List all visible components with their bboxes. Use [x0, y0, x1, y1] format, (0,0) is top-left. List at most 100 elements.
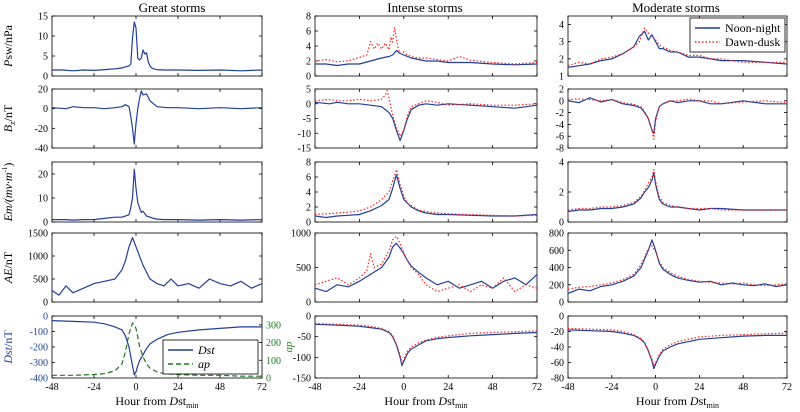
- panel-moderate-ae-ytick-label: 600: [549, 246, 564, 257]
- panel-great-bz-ytick-label: 20: [38, 85, 48, 96]
- panel-moderate-psw-ytick-label: 3: [559, 37, 564, 48]
- panel-great-dst-y2tick-label: 300: [266, 320, 281, 331]
- panel-moderate-em-ytick-label: 0: [559, 218, 564, 229]
- panel-moderate-ae-ytick-label: 400: [549, 263, 564, 274]
- panel-intense-bz-ytick-label: -15: [298, 144, 311, 155]
- x-axis-title-great: Hour from Dstmin: [115, 394, 198, 410]
- panel-moderate-ae-ytick-label: 800: [549, 229, 564, 240]
- panel-moderate-ae-frame: [567, 232, 788, 303]
- panel-intense-em-ytick-label: 4: [306, 188, 311, 199]
- panel-great-em-ytick-label: 20: [38, 170, 48, 181]
- panel-moderate-psw-ytick-label: 4: [559, 20, 564, 31]
- column-title-great: Great storms: [139, 0, 206, 15]
- panel-intense-bz-ytick-label: -5: [303, 114, 311, 125]
- panel-great-em: 0 10 20: [38, 161, 263, 229]
- panel-moderate-em-ytick-label: 2: [559, 188, 564, 199]
- panel-moderate-bz-frame: [567, 88, 788, 149]
- panel-moderate-em-series-noon-night: [567, 171, 787, 213]
- panel-intense-psw-series-noon-night: [315, 49, 538, 67]
- panel-moderate-dst: -48 -24 0 24 48 72 -80 -60 -40 -20 0: [551, 312, 792, 394]
- panel-intense-bz-ytick-label: -10: [298, 129, 311, 140]
- panel-moderate-dst-ytick-label: -60: [551, 358, 564, 369]
- panel-great-psw-ytick-label: 10: [38, 32, 48, 43]
- panel-great-dst-legend-label: ap: [198, 357, 210, 371]
- panel-moderate-psw-series-noon-night: [567, 30, 788, 68]
- panel-intense-dst-ytick-label: -50: [298, 332, 311, 343]
- panel-great-ae: 0 500 1000 1500: [28, 229, 263, 309]
- panel-moderate-ae: 0 200 400 600 800: [549, 229, 788, 309]
- panel-intense-bz-series-noon-night: [314, 101, 538, 142]
- panel-great-dst-y2tick-label: 200: [266, 338, 281, 349]
- panel-great-bz-ytick-label: -40: [35, 144, 48, 155]
- panel-intense-ae-frame: [314, 232, 538, 303]
- panel-moderate-em-ytick-label: 4: [559, 158, 564, 169]
- panel-moderate-dst-xtick-label: -24: [605, 382, 618, 393]
- panel-great-ae-ytick-label: 1000: [28, 252, 48, 263]
- panel-great-psw-frame: [51, 15, 263, 77]
- y-axis-title-dst: Dst/nT: [1, 330, 15, 365]
- x-axis-labels: Hour from Dstmin Hour from Dstmin Hour fro…: [115, 394, 719, 410]
- column-title-intense: Intense storms: [387, 0, 462, 15]
- panel-moderate-bz-ytick-label: -8: [556, 144, 564, 155]
- panel-intense-psw-series-dawn-dusk: [314, 26, 538, 65]
- panel-intense-ae-ytick-label: 1000: [291, 229, 311, 240]
- panel-intense-bz: -15 -10 -5 0 5: [298, 85, 538, 155]
- panel-moderate-bz-ytick-label: 0: [559, 96, 564, 107]
- panel-great-ae-frame: [51, 232, 263, 303]
- panel-great-bz-series-bz: [51, 90, 263, 145]
- panel-intense-dst-ytick-label: -100: [293, 353, 311, 364]
- panel-intense-ae-ytick-label: 500: [296, 263, 311, 274]
- panel-intense-dst-series-noon-night: [314, 323, 538, 367]
- panel-great-em-ytick-label: 0: [43, 218, 48, 229]
- panel-intense-dst-xtick-label: 24: [443, 382, 453, 393]
- panel-moderate-bz-ytick-label: -2: [556, 108, 564, 119]
- panel-great-psw-series-psw: [52, 21, 263, 72]
- panel-great-dst-xtick-label: -48: [45, 382, 58, 393]
- panel-moderate-em-series-dawn-dusk: [567, 168, 787, 211]
- panel-intense-dst-xtick-label: 0: [401, 382, 406, 393]
- panel-moderate-ae-ytick-label: 0: [559, 298, 564, 309]
- panel-great-ae-ytick-label: 500: [33, 275, 48, 286]
- panel-great-dst-ytick-label: -200: [30, 343, 48, 354]
- panel-intense-psw: 0 2 4 6 8: [306, 12, 538, 83]
- panel-intense-em-ytick-label: 6: [306, 173, 311, 184]
- panel-intense-psw-ytick-label: 4: [306, 42, 311, 53]
- panel-intense-psw-frame: [314, 15, 538, 77]
- panel-moderate-psw-ytick-label: 2: [559, 54, 564, 65]
- panel-moderate-ae-series-noon-night: [567, 239, 788, 294]
- panel-great-dst-xtick-label: 0: [134, 382, 139, 393]
- panel-moderate-dst-ytick-label: -80: [551, 374, 564, 385]
- column-title-moderate: Moderate storms: [632, 0, 720, 15]
- panel-intense-bz-frame: [314, 88, 538, 149]
- panel-moderate-dst-xtick-label: 0: [653, 382, 658, 393]
- panel-great-dst-xtick-label: -24: [87, 382, 100, 393]
- panel-intense-dst-frame: [314, 315, 538, 379]
- panel-moderate-psw-legend-label: Dawn-dusk: [725, 35, 780, 49]
- panel-great-dst-legend-label: Dst: [197, 343, 215, 357]
- panel-great-dst-ytick-label: -300: [30, 358, 48, 369]
- panel-great-bz-ytick-label: -20: [35, 124, 48, 135]
- panel-intense-ae-ytick-label: 0: [306, 298, 311, 309]
- panel-moderate-dst-frame: [567, 315, 788, 379]
- panel-moderate-dst-ytick-label: 0: [559, 312, 564, 323]
- panel-moderate-dst-ytick-label: -40: [551, 343, 564, 354]
- panel-great-dst-series-dst: [51, 320, 262, 376]
- panel-great-psw: 0 5 10 15: [38, 12, 263, 83]
- panel-intense-em-series-dawn-dusk: [314, 168, 538, 217]
- panel-intense-psw-ytick-label: 0: [306, 72, 311, 83]
- panel-moderate-psw-legend-label: Noon-night: [725, 21, 781, 35]
- panel-great-em-ytick-label: 10: [38, 194, 48, 205]
- y-axis-title-psw: Psw/nPa: [1, 24, 15, 68]
- panel-intense-dst-xtick-label: -48: [308, 382, 321, 393]
- x-axis-title-moderate: Hour from Dstmin: [636, 394, 719, 410]
- panel-moderate-bz-ytick-label: -6: [556, 132, 564, 143]
- panel-intense-bz-ytick-label: 5: [306, 85, 311, 96]
- panel-moderate-dst-xtick-label: 24: [694, 382, 704, 393]
- panel-intense-ae: 0 500 1000: [291, 229, 538, 309]
- panel-moderate-psw-frame: [567, 15, 788, 77]
- panel-great-em-frame: [51, 161, 263, 223]
- y-axis-title-em: Em/(mv·m-1): [1, 163, 15, 223]
